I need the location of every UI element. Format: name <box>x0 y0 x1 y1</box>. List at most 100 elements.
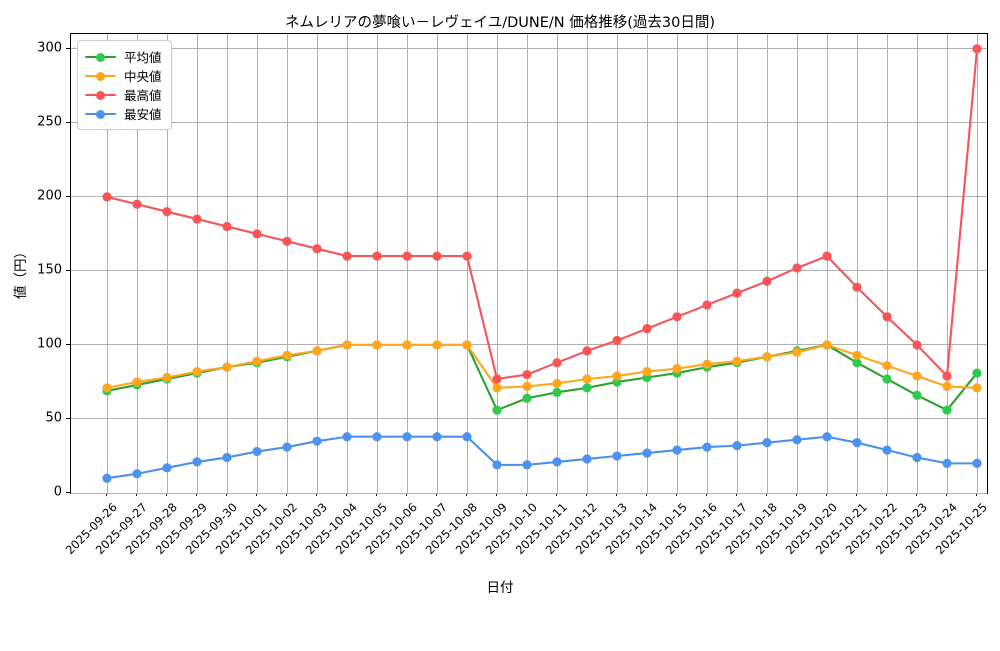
x-tick-mark <box>916 492 918 496</box>
y-tick-mark <box>66 195 70 197</box>
data-point <box>132 377 142 387</box>
x-tick-mark <box>556 492 558 496</box>
data-point <box>312 244 322 254</box>
x-tick-mark <box>136 492 138 496</box>
data-point <box>252 229 262 239</box>
x-tick-mark <box>286 492 288 496</box>
y-tick-mark <box>66 269 70 271</box>
y-tick-label: 200 <box>37 188 62 204</box>
legend-item[interactable]: 最安値 <box>85 104 162 123</box>
data-point <box>732 288 742 298</box>
gridline-vertical <box>586 34 588 493</box>
data-point <box>522 381 532 391</box>
y-tick-mark <box>66 121 70 123</box>
gridline-vertical <box>406 34 408 493</box>
data-point <box>492 374 502 384</box>
data-point <box>882 374 892 384</box>
data-point <box>762 438 772 448</box>
gridline-vertical <box>436 34 438 493</box>
x-tick-mark <box>466 492 468 496</box>
gridline-horizontal <box>71 418 987 420</box>
data-point <box>912 371 922 381</box>
plot-area <box>70 33 988 494</box>
y-tick-label: 50 <box>45 410 62 426</box>
x-tick-mark <box>346 492 348 496</box>
gridline-vertical <box>286 34 288 493</box>
gridline-vertical <box>466 34 468 493</box>
data-point <box>372 340 382 350</box>
data-point <box>252 446 262 457</box>
data-point <box>612 335 622 346</box>
data-point <box>672 445 682 455</box>
legend-label: 最安値 <box>124 107 162 122</box>
y-tick-label: 250 <box>37 114 62 130</box>
x-tick-mark <box>106 492 108 496</box>
data-point <box>672 364 682 374</box>
x-tick-mark <box>886 492 888 496</box>
data-point <box>312 346 322 356</box>
data-point <box>462 251 472 261</box>
legend: 平均値中央値 最高値最安値 <box>77 40 172 130</box>
x-tick-mark <box>976 492 978 496</box>
data-point <box>162 207 172 217</box>
data-point <box>552 378 562 389</box>
data-point <box>972 458 982 468</box>
data-point <box>942 405 952 415</box>
data-point <box>882 445 892 455</box>
chart-title: ネムレリアの夢喰い－レヴェイユ/DUNE/N 価格推移(過去30日間) <box>285 15 715 31</box>
gridline-vertical <box>676 34 678 493</box>
data-point <box>372 432 382 442</box>
series-line <box>105 343 979 412</box>
series-line <box>105 47 979 381</box>
gridline-vertical <box>856 34 858 493</box>
legend-color-swatch <box>85 69 116 83</box>
x-tick-mark <box>196 492 198 496</box>
gridline-vertical <box>646 34 648 493</box>
gridline-vertical <box>256 34 258 493</box>
data-point <box>192 366 202 377</box>
gridline-vertical <box>316 34 318 493</box>
data-point <box>852 350 862 360</box>
data-point <box>132 469 142 479</box>
data-point <box>852 282 862 292</box>
legend-item[interactable]: 平均値 <box>85 47 162 66</box>
data-point <box>732 441 742 451</box>
data-point <box>432 432 442 442</box>
x-tick-mark <box>616 492 618 496</box>
data-point <box>282 442 292 452</box>
data-point <box>342 432 352 442</box>
data-point <box>222 452 232 463</box>
data-point <box>792 263 802 273</box>
data-point <box>642 324 652 334</box>
gridline-horizontal <box>71 492 987 494</box>
gridline-vertical <box>136 34 138 493</box>
x-tick-mark <box>586 492 588 496</box>
data-point <box>192 214 202 224</box>
data-point <box>522 393 532 403</box>
data-point <box>162 463 172 473</box>
gridline-horizontal <box>71 122 987 124</box>
data-point <box>492 405 502 415</box>
data-point <box>762 276 772 286</box>
legend-label: 中央値 <box>124 69 162 84</box>
gridline-horizontal <box>71 48 987 50</box>
x-tick-mark <box>856 492 858 496</box>
data-point <box>432 251 442 261</box>
y-tick-mark <box>66 417 70 420</box>
legend-item[interactable]: 中央値 <box>85 66 162 85</box>
gridline-vertical <box>916 34 918 493</box>
data-point <box>282 236 292 246</box>
data-point <box>102 383 112 393</box>
series-平均値 <box>102 340 982 415</box>
data-series-canvas <box>102 44 982 483</box>
data-point <box>972 368 982 378</box>
chart-figure: ネムレリアの夢喰い－レヴェイユ/DUNE/N 価格推移(過去30日間) 値（円）… <box>13 15 990 596</box>
gridline-vertical <box>616 34 618 493</box>
legend-item[interactable]: 最高値 <box>85 85 162 104</box>
data-point <box>342 340 352 350</box>
gridline-vertical <box>106 34 108 493</box>
data-point <box>252 356 262 366</box>
x-tick-mark <box>676 492 678 496</box>
data-point <box>942 381 952 391</box>
data-point <box>462 432 472 442</box>
